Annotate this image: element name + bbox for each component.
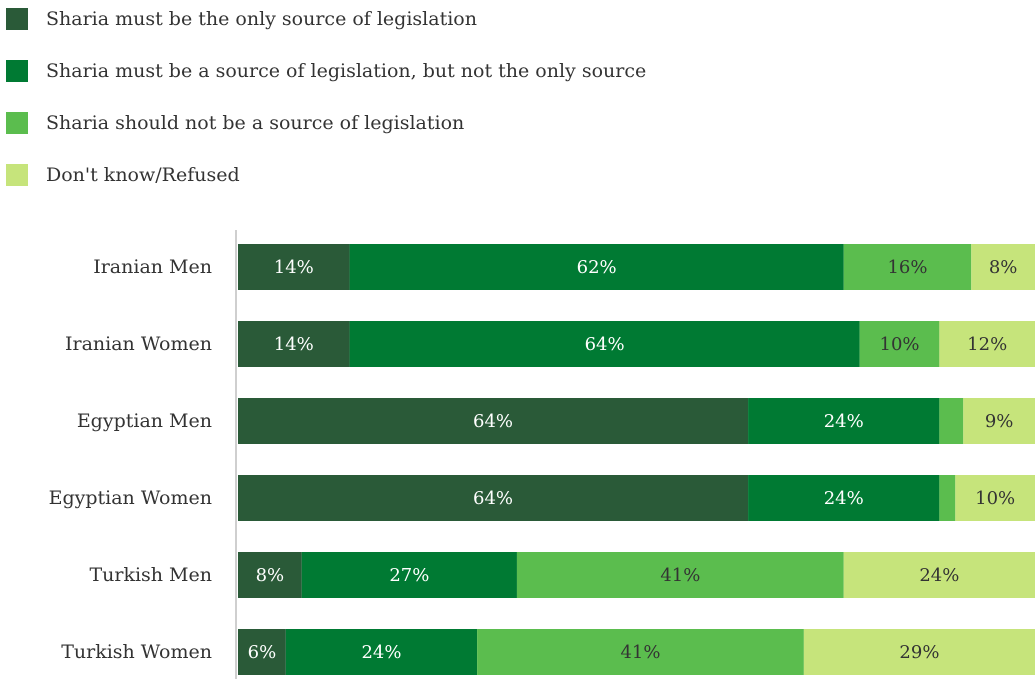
category-labels: Iranian Men Iranian Women Egyptian Men Egyp… — [49, 256, 212, 663]
category-label-turkish-men: Turkish Men — [89, 564, 212, 586]
legend-swatch — [6, 8, 28, 30]
data-label: 27% — [389, 565, 429, 586]
legend-label: Sharia must be the only source of legisl… — [46, 8, 477, 30]
bar-segment-egyptian-men-1 — [238, 398, 749, 444]
data-label: 9% — [985, 411, 1014, 432]
legend-swatch — [6, 164, 28, 186]
bar-segment-iranian-men-4 — [971, 244, 1035, 290]
legend-swatch — [6, 112, 28, 134]
data-label: 64% — [585, 334, 625, 355]
data-label: 41% — [620, 642, 660, 663]
data-label: 10% — [880, 334, 920, 355]
data-label: 64% — [473, 488, 513, 509]
bar-segment-iranian-women-3 — [859, 321, 940, 367]
bar-segment-turkish-men-1 — [238, 552, 302, 598]
bar-segment-iranian-men-3 — [843, 244, 972, 290]
bars: 14% 62% 16% 8% 14% 64% 10% 12% 64% 24% 9% 64% 24% 10%… — [238, 244, 1035, 675]
category-label-turkish-women: Turkish Women — [61, 641, 212, 663]
data-label: 16% — [887, 257, 927, 278]
bar-row-turkish-men: 8% 27% 41% 24% — [238, 552, 1035, 598]
bar-segment-turkish-men-2 — [301, 552, 517, 598]
bar-segment-turkish-men-4 — [843, 552, 1035, 598]
legend-item: Sharia should not be a source of legisla… — [6, 112, 464, 134]
bar-segment-iranian-women-2 — [349, 321, 860, 367]
data-label: 29% — [899, 642, 939, 663]
data-label: 62% — [577, 257, 617, 278]
bar-segment-iranian-men-1 — [238, 244, 350, 290]
data-label: 24% — [361, 642, 401, 663]
data-label: 10% — [975, 488, 1015, 509]
bar-segment-egyptian-women-3 — [939, 475, 956, 521]
bar-segment-egyptian-women-2 — [748, 475, 940, 521]
bar-row-egyptian-women: 64% 24% 10% — [238, 475, 1035, 521]
bar-segment-egyptian-men-4 — [963, 398, 1035, 444]
bar-segment-egyptian-women-4 — [955, 475, 1035, 521]
bar-segment-turkish-men-3 — [516, 552, 844, 598]
legend-item: Don't know/Refused — [6, 164, 240, 186]
data-label: 14% — [274, 334, 314, 355]
data-label: 41% — [660, 565, 700, 586]
category-label-egyptian-men: Egyptian Men — [77, 410, 212, 432]
legend-item: Sharia must be a source of legislation, … — [6, 60, 646, 82]
bar-segment-egyptian-women-1 — [238, 475, 749, 521]
data-label: 64% — [473, 411, 513, 432]
data-label: 8% — [989, 257, 1018, 278]
bar-segment-egyptian-men-2 — [748, 398, 940, 444]
bar-row-iranian-women: 14% 64% 10% 12% — [238, 321, 1035, 367]
data-label: 24% — [824, 411, 864, 432]
legend-label: Sharia must be a source of legislation, … — [46, 60, 646, 82]
legend-label: Sharia should not be a source of legisla… — [46, 112, 464, 134]
data-label: 24% — [919, 565, 959, 586]
category-label-iranian-men: Iranian Men — [93, 256, 212, 278]
category-label-iranian-women: Iranian Women — [65, 333, 212, 355]
bar-segment-egyptian-men-3 — [939, 398, 964, 444]
bar-row-turkish-women: 6% 24% 41% 29% — [238, 629, 1035, 675]
legend-label: Don't know/Refused — [46, 164, 240, 186]
category-label-egyptian-women: Egyptian Women — [49, 487, 212, 509]
bar-segment-turkish-women-1 — [238, 629, 286, 675]
legend-swatch — [6, 60, 28, 82]
data-label: 12% — [967, 334, 1007, 355]
legend-item: Sharia must be the only source of legisl… — [6, 8, 477, 30]
bar-segment-turkish-women-4 — [803, 629, 1035, 675]
bar-row-egyptian-men: 64% 24% 9% — [238, 398, 1035, 444]
bar-segment-turkish-women-3 — [477, 629, 804, 675]
legend: Sharia must be the only source of legisl… — [6, 8, 646, 186]
bar-segment-iranian-women-4 — [939, 321, 1035, 367]
data-label: 8% — [256, 565, 285, 586]
bar-segment-iranian-women-1 — [238, 321, 350, 367]
bar-row-iranian-men: 14% 62% 16% 8% — [238, 244, 1035, 290]
data-label: 6% — [248, 642, 277, 663]
data-label: 24% — [824, 488, 864, 509]
bar-segment-iranian-men-2 — [349, 244, 844, 290]
data-label: 14% — [274, 257, 314, 278]
bar-segment-turkish-women-2 — [285, 629, 478, 675]
